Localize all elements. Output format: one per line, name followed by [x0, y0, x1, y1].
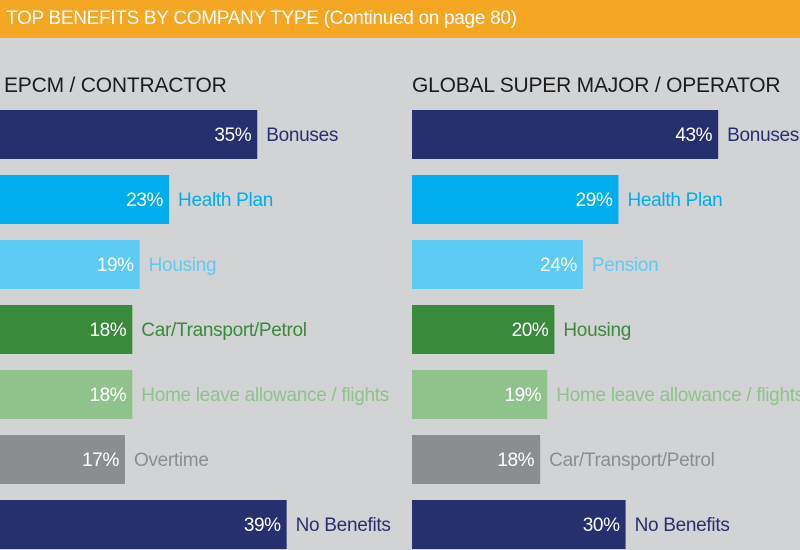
operator-value-label-1: 43%: [675, 125, 712, 146]
epcm-bar-2: [0, 175, 170, 224]
epcm-category-label-3: Housing: [149, 255, 217, 276]
operator-value-label-3: 24%: [540, 255, 577, 276]
epcm-contractor-title: EPCM / CONTRACTOR: [4, 74, 227, 97]
global-super-major-operator-title: GLOBAL SUPER MAJOR / OPERATOR: [412, 74, 781, 97]
epcm-value-label-6: 17%: [82, 450, 119, 471]
epcm-category-label-4: Car/Transport/Petrol: [141, 320, 306, 341]
epcm-category-label-7: No Benefits: [296, 515, 391, 536]
operator-bar-1: [412, 110, 719, 159]
operator-bar-2: [412, 175, 619, 224]
epcm-category-label-6: Overtime: [134, 450, 209, 471]
operator-category-label-1: Bonuses: [727, 125, 799, 146]
operator-bar-5: [412, 370, 548, 419]
epcm-bar-6: [0, 435, 125, 484]
operator-value-label-4: 20%: [512, 320, 549, 341]
operator-category-label-5: Home leave allowance / flights: [556, 385, 800, 406]
epcm-bar-5: [0, 370, 133, 419]
epcm-value-label-7: 39%: [244, 515, 281, 536]
operator-value-label-2: 29%: [576, 190, 613, 211]
operator-category-label-3: Pension: [592, 255, 659, 276]
epcm-category-label-2: Health Plan: [178, 190, 273, 211]
operator-value-label-7: 30%: [583, 515, 620, 536]
epcm-value-label-2: 23%: [126, 190, 163, 211]
epcm-value-label-3: 19%: [97, 255, 134, 276]
epcm-bar-1: [0, 110, 258, 159]
operator-category-label-2: Health Plan: [627, 190, 722, 211]
epcm-value-label-4: 18%: [89, 320, 126, 341]
operator-category-label-6: Car/Transport/Petrol: [549, 450, 714, 471]
epcm-bar-3: [0, 240, 140, 289]
epcm-bar-7: [0, 500, 287, 549]
operator-bar-3: [412, 240, 583, 289]
operator-bar-4: [412, 305, 555, 354]
epcm-value-label-1: 35%: [214, 125, 251, 146]
operator-bar-7: [412, 500, 626, 549]
epcm-category-label-1: Bonuses: [266, 125, 338, 146]
banner-title: TOP BENEFITS BY COMPANY TYPE (Continued …: [6, 8, 517, 29]
operator-value-label-6: 18%: [497, 450, 534, 471]
epcm-bar-4: [0, 305, 133, 354]
operator-category-label-7: No Benefits: [635, 515, 730, 536]
operator-category-label-4: Housing: [563, 320, 631, 341]
epcm-category-label-5: Home leave allowance / flights: [141, 385, 389, 406]
operator-value-label-5: 19%: [504, 385, 541, 406]
operator-bar-6: [412, 435, 541, 484]
epcm-value-label-5: 18%: [89, 385, 126, 406]
header-banner: TOP BENEFITS BY COMPANY TYPE (Continued …: [0, 0, 800, 38]
